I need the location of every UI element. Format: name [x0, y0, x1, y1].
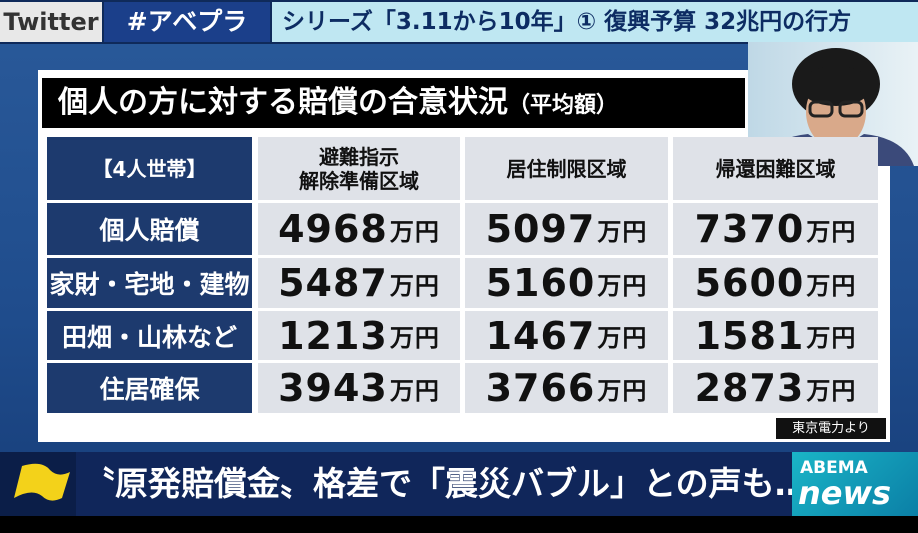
value: 3766	[485, 366, 596, 410]
value-cell: 2873 万円	[673, 363, 878, 413]
value-cell: 4968 万円	[258, 203, 460, 255]
value-cell: 1581 万円	[673, 311, 878, 360]
row-label: 個人賠償	[47, 203, 252, 255]
header-line: 帰還困難区域	[715, 156, 836, 181]
unit: 万円	[597, 217, 648, 246]
header-line: 避難指示	[319, 144, 399, 169]
bottom-strip	[0, 516, 918, 533]
title-note: （平均額）	[508, 93, 619, 118]
logo-bottom: news	[798, 474, 892, 512]
ticker-bar	[0, 452, 918, 516]
value: 7370	[694, 207, 805, 251]
value-cell: 5160 万円	[465, 258, 668, 308]
logo-top: ABEMA	[800, 458, 868, 478]
corner-cell: 【4人世帯】	[47, 137, 252, 200]
twitter-tag: Twitter	[0, 2, 102, 42]
value: 5097	[485, 207, 596, 251]
value: 5487	[278, 261, 388, 305]
value-cell: 3766 万円	[465, 363, 668, 413]
panel-title: 個人の方に対する賠償の合意状況（平均額）	[42, 78, 745, 128]
value-cell: 5600 万円	[673, 258, 878, 308]
unit: 万円	[806, 271, 857, 300]
unit: 万円	[597, 324, 648, 352]
unit: 万円	[597, 376, 648, 405]
unit: 万円	[806, 376, 857, 405]
value: 4968	[278, 207, 388, 251]
logo: ABEMA news	[792, 452, 918, 516]
header-line: 居住制限区域	[506, 156, 627, 181]
value: 1213	[278, 313, 388, 358]
unit: 万円	[597, 271, 648, 300]
series-title: シリーズ「3.11から10年」① 復興予算 32兆円の行方	[272, 2, 918, 42]
flag-icon	[14, 463, 70, 501]
value: 5600	[694, 261, 805, 305]
row-label: 田畑・山林など	[47, 311, 252, 360]
unit: 万円	[389, 376, 440, 405]
value-cell: 1213 万円	[258, 311, 460, 360]
row-label: 家財・宅地・建物	[47, 258, 252, 308]
source: 東京電力より	[776, 418, 886, 439]
unit: 万円	[389, 324, 440, 352]
flag-box	[0, 452, 76, 516]
value-cell: 3943 万円	[258, 363, 460, 413]
value-cell: 7370 万円	[673, 203, 878, 255]
column-header: 居住制限区域	[465, 137, 668, 200]
unit: 万円	[389, 271, 440, 300]
value-cell: 5097 万円	[465, 203, 668, 255]
unit: 万円	[806, 217, 857, 246]
value: 1467	[485, 313, 596, 358]
unit: 万円	[389, 217, 440, 246]
column-header: 帰還困難区域	[673, 137, 878, 200]
column-header: 避難指示 解除準備区域	[258, 137, 460, 200]
row-label: 住居確保	[47, 363, 252, 413]
hashtag: #アベプラ	[104, 2, 270, 42]
value: 1581	[694, 313, 805, 358]
value-cell: 5487 万円	[258, 258, 460, 308]
header-line: 解除準備区域	[299, 168, 419, 193]
value-cell: 1467 万円	[465, 311, 668, 360]
value: 2873	[694, 366, 805, 410]
value: 3943	[278, 366, 388, 410]
unit: 万円	[806, 324, 857, 352]
ticker-text: 〝原発賠償金〟格差で「震災バブル」との声も…	[82, 464, 808, 503]
title-main: 個人の方に対する賠償の合意状況	[58, 85, 508, 120]
value: 5160	[485, 261, 596, 305]
